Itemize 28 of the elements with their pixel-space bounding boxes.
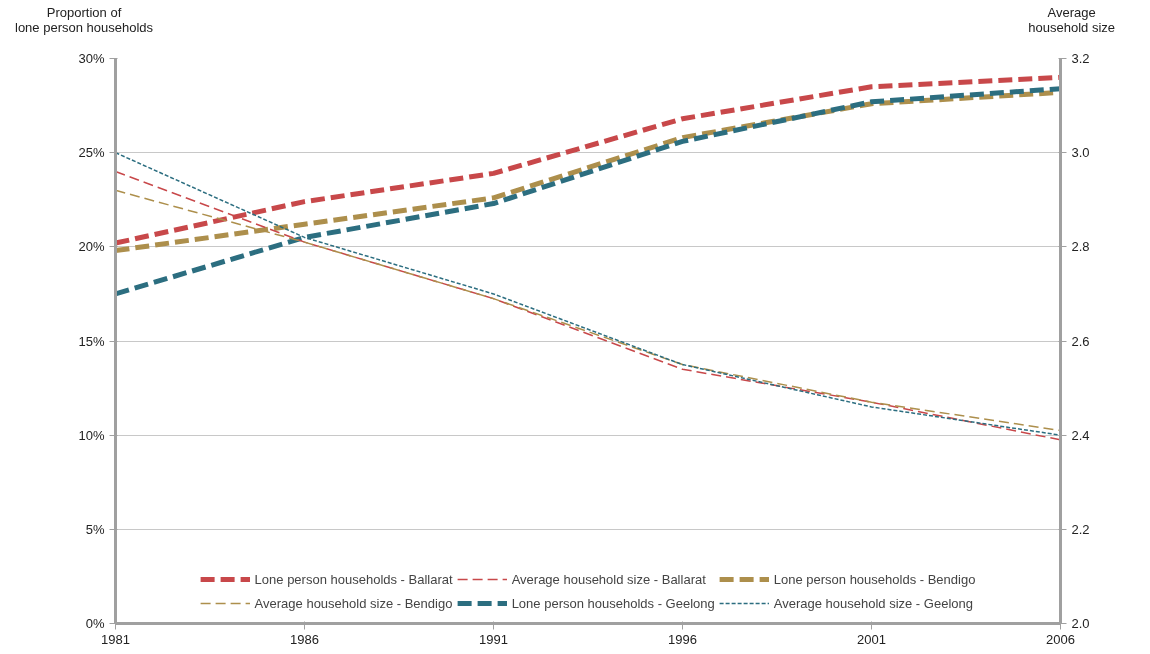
x-tick-label: 1981 [101,631,130,647]
y-axis-title: Proportion of lone person households [15,5,154,35]
legend-label: Average household size - Geelong [773,595,973,611]
y2-tick-label: 2.2 [1071,521,1090,537]
y-tick-label: 20% [78,239,105,255]
y2-tick-label: 2.6 [1071,333,1090,349]
y2-tick-label: 3.0 [1071,145,1090,161]
x-tick-label: 1986 [290,631,319,647]
x-tick-label: 1991 [479,631,508,647]
y2-tick-label: 3.2 [1071,51,1090,66]
x-tick-label: 2001 [857,631,886,647]
y-tick-label: 0% [85,616,105,631]
y2-axis-title: Average household size [1028,5,1115,35]
legend-label: Lone person households - Bendigo [773,571,976,587]
y-tick-label: 30% [78,51,105,66]
x-tick-label: 2006 [1046,631,1075,647]
y2-tick-label: 2.4 [1071,427,1090,443]
y-tick-label: 15% [78,333,105,349]
legend-label: Average household size - Ballarat [511,571,706,587]
y-tick-label: 25% [78,145,105,161]
legend-label: Lone person households - Ballarat [254,571,453,587]
x-tick-label: 1996 [668,631,697,647]
y-tick-label: 5% [85,521,105,537]
y2-tick-label: 2.0 [1071,616,1090,631]
y2-tick-label: 2.8 [1071,239,1090,255]
legend-label: Lone person households - Geelong [511,595,715,611]
y-tick-label: 10% [78,427,105,443]
legend-label: Average household size - Bendigo [254,595,453,611]
